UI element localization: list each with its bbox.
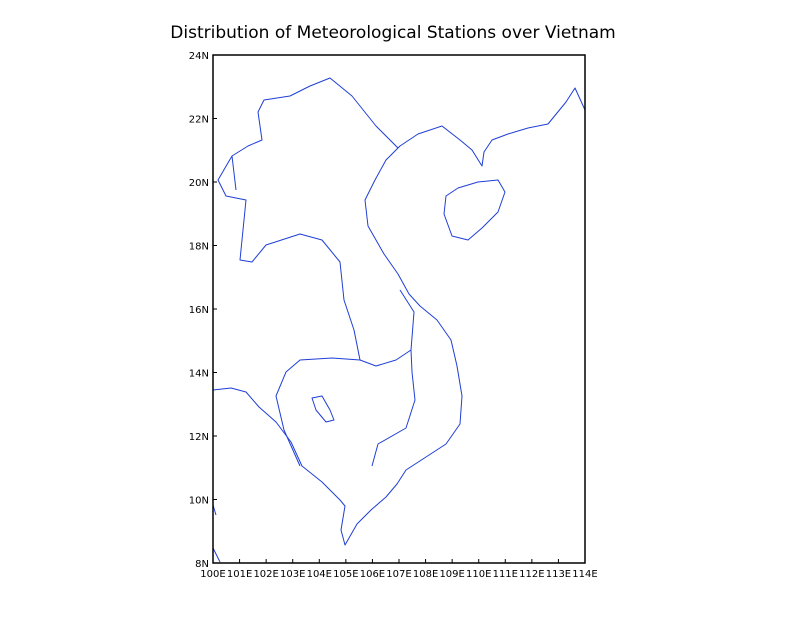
map-frame [212, 54, 586, 564]
x-tick-label: 101E [227, 569, 252, 580]
x-tick-label: 110E [466, 569, 491, 580]
border [371, 349, 416, 467]
lake [311, 395, 335, 423]
y-tick-label: 16N [189, 305, 209, 316]
x-tick-label: 103E [280, 569, 305, 580]
coastlines [212, 77, 586, 563]
hainan [443, 179, 506, 241]
x-tick-label: 109E [439, 569, 464, 580]
border [231, 155, 237, 191]
y-tick-label: 12N [189, 432, 209, 443]
x-tick-label: 108E [413, 569, 438, 580]
x-tick-label: 104E [307, 569, 332, 580]
border [275, 357, 361, 467]
x-tick-label: 112E [519, 569, 544, 580]
x-tick-label: 111E [493, 569, 518, 580]
x-tick-label: 106E [360, 569, 385, 580]
y-tick-label: 24N [189, 51, 209, 62]
y-tick-label: 10N [189, 496, 209, 507]
y-tick-label: 18N [189, 242, 209, 253]
x-tick-label: 102E [253, 569, 278, 580]
x-tick-label: 113E [546, 569, 571, 580]
y-tick-label: 8N [195, 559, 209, 570]
border [217, 77, 415, 367]
y-tick-label: 20N [189, 178, 209, 189]
x-tick-label: 105E [333, 569, 358, 580]
y-tick-label: 22N [189, 115, 209, 126]
x-tick-label: 107E [386, 569, 411, 580]
coastline [212, 87, 586, 546]
x-tick-label: 100E [200, 569, 225, 580]
coastline [212, 504, 221, 563]
map-title: Distribution of Meteorological Stations … [170, 23, 615, 43]
x-tick-label: 114E [572, 569, 597, 580]
y-tick-label: 14N [189, 369, 209, 380]
